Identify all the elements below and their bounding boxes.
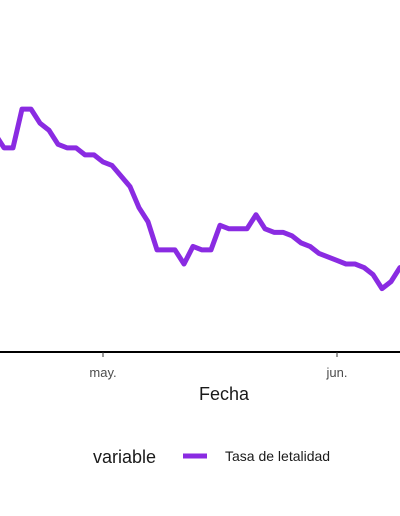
x-ticks: may. jun. (89, 352, 347, 380)
plot-area (0, 106, 400, 292)
legend-label-tasa-de-letalidad: Tasa de letalidad (225, 448, 330, 464)
x-tick-label: may. (89, 365, 116, 380)
series-line-tasa-de-letalidad (0, 106, 400, 292)
legend-title: variable (93, 447, 156, 467)
legend: variable Tasa de letalidad (93, 447, 330, 467)
x-axis-title: Fecha (199, 384, 250, 404)
x-tick-label: jun. (326, 365, 348, 380)
